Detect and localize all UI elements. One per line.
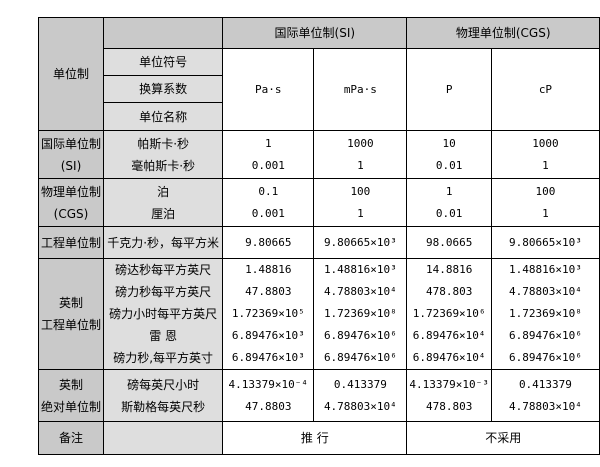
section-label-line: 工程单位制 — [41, 318, 102, 332]
unit-conversion-table: 单位制 国际单位制(SI) 物理单位制(CGS) 单位符号 Pa·s mPa·s… — [37, 17, 600, 455]
unit-conversion-table-container: 单位制 国际单位制(SI) 物理单位制(CGS) 单位符号 Pa·s mPa·s… — [37, 17, 600, 455]
unit-name: 厘泊 — [151, 206, 176, 221]
unit-name: 千克力·秒，每平方米 — [103, 226, 224, 259]
unit-name-row: 单位名称 — [39, 102, 600, 131]
section-label-line: 国际单位制 — [41, 136, 102, 151]
section-row-imperial-engineering: 英制 工程单位制 磅达秒每平方英尺 磅力秒每平方英尺 磅力小时每平方英尺 雷 恩… — [37, 258, 600, 370]
row-label-unit-symbol: 单位符号 — [103, 48, 224, 76]
unit-name: 磅每英尺小时 — [127, 377, 200, 392]
value-cell: 100 1 — [490, 178, 600, 227]
empty-header-cell — [103, 17, 224, 49]
unit-name: 磅力秒,每平方英寸 — [113, 351, 214, 365]
value-cell: 1 0.01 — [406, 178, 492, 227]
section-row-cgs: 物理单位制 (CGS) 泊 厘泊 0.1 0.001 100 1 1 0.01 … — [37, 178, 600, 227]
unit-symbol-mpas-cell: mPa·s — [313, 48, 408, 131]
value-cell: 4.13379×10⁻³ 478.803 — [406, 369, 492, 422]
value-cell: 9.80665×10³ — [313, 226, 408, 259]
section-label-cgs: 物理单位制 (CGS) — [37, 178, 105, 227]
unit-symbol-pas-cell: Pa·s — [222, 48, 315, 131]
unit-symbol-cp-cell: cP — [490, 48, 600, 131]
value-cell: 0.413379 4.78803×10⁴ — [490, 369, 600, 422]
unit-names-si: 帕斯卡·秒 毫帕斯卡·秒 — [103, 130, 224, 179]
section-row-engineering: 工程单位制 千克力·秒，每平方米 9.80665 9.80665×10³ 98.… — [37, 226, 600, 259]
value-cell: 1.48816 47.8803 1.72369×10⁵ 6.89476×10³ … — [222, 258, 315, 370]
value-cell: 9.80665×10³ — [490, 226, 600, 259]
value-cell: 1.48816×10³ 4.78803×10⁴ 1.72369×10⁸ 6.89… — [313, 258, 408, 370]
section-row-imperial-absolute: 英制 绝对单位制 磅每英尺小时 斯勒格每英尺秒 4.13379×10⁻⁴ 47.… — [37, 369, 600, 422]
value-cell: 1 0.001 — [222, 130, 315, 179]
unit-name: 帕斯卡·秒 — [137, 136, 190, 151]
unit-name: 雷 恩 — [149, 329, 178, 343]
section-label-si: 国际单位制 (SI) — [37, 130, 105, 179]
unit-name: 斯勒格每英尺秒 — [121, 399, 206, 414]
section-label-imperial-engineering: 英制 工程单位制 — [37, 258, 105, 370]
si-group-header-cell: 国际单位制(SI) — [222, 17, 408, 49]
section-label-line: 英制 — [59, 377, 84, 392]
value-cell: 9.80665 — [222, 226, 315, 259]
section-label-engineering: 工程单位制 — [37, 226, 105, 259]
cgs-group-header-cell: 物理单位制(CGS) — [406, 17, 600, 49]
value-cell: 98.0665 — [406, 226, 492, 259]
remark-label-cell: 备注 — [37, 421, 105, 455]
unit-name: 磅力秒每平方英尺 — [115, 285, 212, 299]
unit-system-header-cell: 单位制 — [37, 17, 105, 131]
unit-names-imperial-absolute: 磅每英尺小时 斯勒格每英尺秒 — [103, 369, 224, 422]
remark-row: 备注 推 行 不采用 — [37, 421, 600, 455]
remark-si-cell: 推 行 — [222, 421, 408, 455]
section-label-line: 英制 — [59, 296, 84, 310]
unit-name: 泊 — [157, 184, 170, 199]
unit-name: 磅达秒每平方英尺 — [115, 263, 212, 277]
value-cell: 14.8816 478.803 1.72369×10⁶ 6.89476×10⁴ … — [406, 258, 492, 370]
section-label-line: 物理单位制 — [41, 184, 102, 199]
section-label-imperial-absolute: 英制 绝对单位制 — [37, 369, 105, 422]
row-label-conversion-factor: 换算系数 — [103, 75, 224, 103]
section-row-si: 国际单位制 (SI) 帕斯卡·秒 毫帕斯卡·秒 1 0.001 1000 1 1… — [37, 130, 600, 179]
section-label-line: (SI) — [60, 158, 82, 173]
unit-symbol-row: 单位符号 Pa·s mPa·s P cP — [39, 48, 600, 131]
value-cell: 10 0.01 — [406, 130, 492, 179]
value-cell: 1.48816×10³ 4.78803×10⁴ 1.72369×10⁸ 6.89… — [490, 258, 600, 370]
value-cell: 0.1 0.001 — [222, 178, 315, 227]
unit-symbol-p-cell: P — [406, 48, 492, 131]
value-cell: 0.413379 4.78803×10⁴ — [313, 369, 408, 422]
value-cell: 1000 1 — [490, 130, 600, 179]
remark-cgs-cell: 不采用 — [406, 421, 600, 455]
conversion-factor-row: 换算系数 — [39, 75, 600, 103]
value-cell: 1000 1 — [313, 130, 408, 179]
remark-empty-cell — [103, 421, 224, 455]
header-row: 单位制 国际单位制(SI) 物理单位制(CGS) — [37, 17, 600, 131]
unit-names-imperial-engineering: 磅达秒每平方英尺 磅力秒每平方英尺 磅力小时每平方英尺 雷 恩 磅力秒,每平方英… — [103, 258, 224, 370]
section-label-line: 绝对单位制 — [41, 399, 102, 414]
value-cell: 4.13379×10⁻⁴ 47.8803 — [222, 369, 315, 422]
unit-name: 毫帕斯卡·秒 — [131, 158, 196, 173]
unit-name: 磅力小时每平方英尺 — [109, 307, 218, 321]
value-cell: 100 1 — [313, 178, 408, 227]
row-label-unit-name: 单位名称 — [103, 102, 224, 131]
unit-names-cgs: 泊 厘泊 — [103, 178, 224, 227]
section-label-line: (CGS) — [53, 206, 89, 221]
